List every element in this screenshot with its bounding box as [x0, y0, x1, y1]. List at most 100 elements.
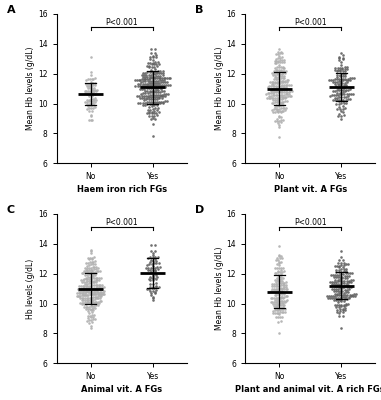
- Point: [276, 82, 282, 89]
- Point: [149, 68, 155, 75]
- Point: [277, 300, 283, 306]
- Point: [88, 78, 94, 85]
- Point: [79, 301, 85, 308]
- Point: [90, 89, 96, 96]
- Point: [347, 86, 353, 93]
- Point: [82, 272, 88, 278]
- Point: [274, 307, 280, 313]
- Point: [339, 273, 346, 280]
- Point: [144, 69, 150, 76]
- Point: [337, 288, 343, 294]
- Point: [160, 72, 166, 79]
- Point: [335, 74, 341, 80]
- Point: [79, 279, 85, 285]
- Point: [342, 305, 348, 311]
- Point: [275, 300, 281, 307]
- Point: [91, 316, 98, 322]
- Point: [157, 68, 163, 74]
- Point: [97, 293, 103, 300]
- Point: [335, 67, 341, 73]
- Point: [146, 99, 152, 106]
- Point: [343, 96, 349, 103]
- Point: [340, 309, 346, 316]
- Point: [278, 284, 284, 291]
- Point: [276, 265, 282, 271]
- Point: [343, 94, 349, 100]
- Point: [284, 79, 290, 85]
- Point: [88, 278, 94, 284]
- Point: [74, 290, 80, 296]
- Point: [152, 59, 158, 66]
- Text: P<0.001: P<0.001: [294, 18, 327, 27]
- Point: [91, 104, 98, 111]
- Point: [279, 259, 285, 266]
- Point: [88, 247, 94, 253]
- Point: [88, 291, 94, 298]
- Point: [138, 81, 144, 87]
- Point: [280, 117, 286, 123]
- Point: [279, 87, 285, 94]
- Point: [81, 288, 87, 294]
- Point: [167, 81, 173, 88]
- Point: [91, 84, 97, 91]
- Point: [341, 294, 347, 300]
- Text: A: A: [7, 5, 16, 15]
- Point: [273, 69, 279, 76]
- Point: [101, 290, 107, 297]
- Point: [98, 282, 104, 288]
- Point: [278, 266, 284, 273]
- Point: [334, 262, 340, 269]
- Point: [326, 292, 332, 299]
- Point: [278, 105, 284, 112]
- Point: [89, 312, 95, 318]
- Point: [86, 262, 92, 268]
- Point: [151, 92, 157, 98]
- Point: [148, 116, 154, 122]
- Point: [78, 297, 85, 304]
- Point: [86, 300, 92, 307]
- Point: [146, 113, 152, 120]
- Point: [138, 90, 144, 97]
- Point: [99, 286, 105, 292]
- Point: [76, 286, 82, 292]
- Point: [275, 289, 281, 295]
- Point: [159, 75, 165, 81]
- Point: [156, 94, 162, 100]
- Point: [142, 78, 149, 84]
- Point: [158, 84, 164, 90]
- Point: [94, 274, 100, 281]
- Point: [282, 77, 288, 84]
- Point: [148, 257, 154, 263]
- Point: [152, 85, 158, 91]
- Point: [88, 112, 94, 118]
- Point: [275, 55, 281, 62]
- Point: [343, 302, 349, 308]
- Point: [149, 74, 155, 80]
- Point: [343, 292, 349, 298]
- Point: [283, 284, 289, 290]
- Point: [148, 291, 154, 298]
- Point: [342, 64, 348, 70]
- Point: [84, 97, 90, 103]
- Point: [280, 68, 286, 74]
- Point: [277, 100, 283, 106]
- Point: [154, 274, 160, 280]
- Point: [346, 295, 352, 302]
- Point: [88, 72, 94, 78]
- Point: [146, 72, 152, 78]
- Point: [281, 282, 287, 288]
- Point: [328, 286, 335, 292]
- Point: [273, 60, 279, 66]
- Point: [346, 279, 352, 286]
- Point: [149, 275, 155, 282]
- Point: [81, 268, 87, 274]
- Point: [276, 62, 282, 68]
- Point: [138, 79, 144, 85]
- Point: [338, 62, 344, 68]
- Point: [160, 79, 166, 86]
- Point: [151, 102, 157, 109]
- Point: [281, 284, 287, 290]
- Point: [333, 267, 339, 273]
- Point: [97, 291, 103, 297]
- Point: [280, 95, 287, 102]
